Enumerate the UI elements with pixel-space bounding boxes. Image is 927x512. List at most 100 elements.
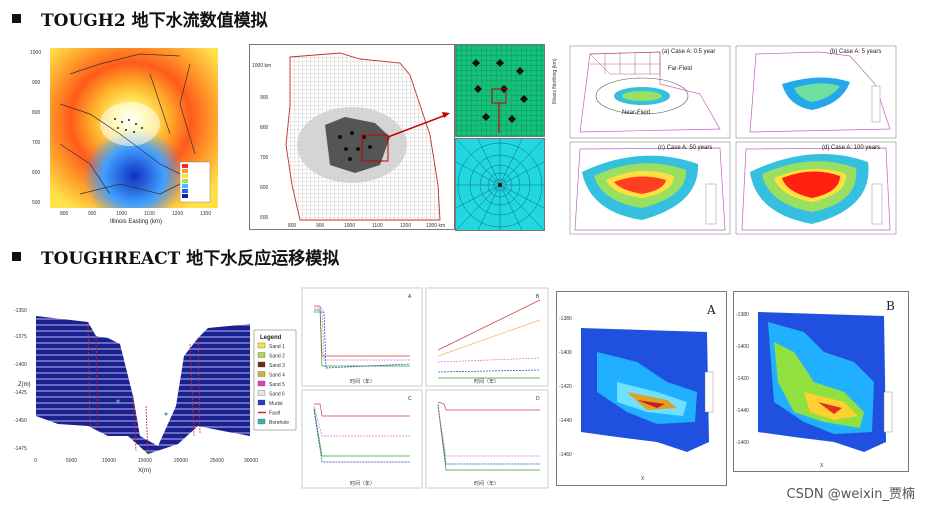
grid-ytick: 500 xyxy=(260,215,269,221)
legend-swatch xyxy=(257,418,266,425)
legend-swatch xyxy=(257,361,266,368)
map1-xtick: 1100 xyxy=(144,211,155,217)
grid-ytick: 800 xyxy=(260,125,269,131)
bullet-square-icon xyxy=(12,252,21,261)
legend-swatch xyxy=(257,352,266,358)
contour-b-ytick: -1440 xyxy=(736,408,749,414)
section-xtick: 15000 xyxy=(138,458,152,464)
legend-item: Sand 2 xyxy=(269,354,285,360)
map1-xtick: 900 xyxy=(88,211,97,217)
case-a-title: (a) Case A: 0.5 year xyxy=(662,49,715,55)
geologic-cross-section: -1350 -1375 -1400 -1425 -1450 -1475 0 50… xyxy=(8,286,298,482)
near-field-label: Near-Field xyxy=(622,110,650,116)
section-xlabel: X(m) xyxy=(138,468,151,474)
legend-swatch xyxy=(257,390,266,396)
far-field-label: Far-Field xyxy=(668,66,692,72)
section-ytick: -1425 xyxy=(14,390,27,396)
map1-ytick: 500 xyxy=(32,200,41,206)
contour-b-ytick: -1380 xyxy=(736,312,749,318)
grid-mesh-panel: 1000 km 900 800 700 600 500 800 900 1000… xyxy=(249,44,455,230)
grid-xtick: 1300 km xyxy=(426,223,445,229)
section-ytick: -1475 xyxy=(14,446,27,452)
contour-a-label: A xyxy=(706,303,716,317)
contour-a-xlabel: X xyxy=(641,476,645,482)
grid-xtick: 1200 xyxy=(400,223,411,229)
case-ylabel: Illinois Northing (km) xyxy=(552,58,558,104)
grid-xtick: 1100 xyxy=(372,223,383,229)
legend-swatch xyxy=(257,399,266,406)
section-title-toughreact: TOUGHREACT 地下水反应运移模拟 xyxy=(41,249,340,269)
map1-xtick: 1000 xyxy=(116,211,127,217)
case-b-title: (b) Case A: 5 years xyxy=(830,49,881,55)
map1-ytick: 800 xyxy=(32,110,41,116)
legend-item: Borehole xyxy=(269,420,289,426)
plot-label-c: C xyxy=(408,396,412,402)
contour-b-ytick: -1400 xyxy=(736,344,749,350)
breakthrough-curves: A B C D 时间（年） 时间（年） 时间（年） 时间（年） xyxy=(300,286,550,490)
section-header-tough2: TOUGH2 地下水流数值模拟 xyxy=(12,6,268,31)
grid-xtick: 800 xyxy=(288,223,297,229)
section-ytick: -1450 xyxy=(14,418,27,424)
section-xtick: 0 xyxy=(34,458,37,464)
section-ytick: -1400 xyxy=(14,362,27,368)
map1-xtick: 800 xyxy=(60,211,69,217)
case-c-title: (c) Case A: 50 years xyxy=(658,145,712,151)
bullet-square-icon xyxy=(12,14,21,23)
grid-ytick: 600 xyxy=(260,185,269,191)
legend-item: Mudst xyxy=(269,401,283,407)
section-ytick: -1375 xyxy=(14,334,27,340)
section-xtick: 10000 xyxy=(102,458,116,464)
map1-ytick: 900 xyxy=(32,80,41,86)
plot-xlabel: 时间（年） xyxy=(474,378,499,385)
contour-a-ytick: -1380 xyxy=(559,316,572,322)
legend-item: Fault xyxy=(269,411,281,417)
map1-ytick: 600 xyxy=(32,170,41,176)
map1-xtick: 1200 xyxy=(172,211,183,217)
case-d-title: (d) Case A: 100 years xyxy=(822,145,880,151)
contour-b-xlabel: X xyxy=(820,463,824,469)
plot-label-d: D xyxy=(536,396,540,402)
zoom-grid-wells xyxy=(455,44,545,137)
contour-b-ytick: -1420 xyxy=(736,376,749,382)
map1-xlabel: Illinois Easting (km) xyxy=(110,219,162,225)
contour-a-ytick: -1400 xyxy=(559,350,572,356)
legend-swatch xyxy=(257,371,266,377)
section-xtick: 20000 xyxy=(174,458,188,464)
grid-ytick: 1000 km xyxy=(252,63,271,69)
contour-a-ytick: -1420 xyxy=(559,384,572,390)
section-xtick: 5000 xyxy=(66,458,77,464)
illinois-contour-map: 1000 900 800 700 600 500 800 900 1000 11… xyxy=(30,44,220,226)
legend-swatch xyxy=(257,342,266,349)
legend-swatch xyxy=(257,380,266,387)
plot-xlabel: 时间（年） xyxy=(350,480,375,487)
contour-a-ytick: -1460 xyxy=(559,452,572,458)
section-title-tough2: TOUGH2 地下水流数值模拟 xyxy=(41,11,268,31)
legend-item: Sand 1 xyxy=(269,344,285,350)
section-ytick: -1350 xyxy=(14,308,27,314)
legend-item: Sand 3 xyxy=(269,363,285,369)
contour-a-ytick: -1440 xyxy=(559,418,572,424)
section-xtick: 25000 xyxy=(210,458,224,464)
watermark: CSDN @weixin_贾楠 xyxy=(786,487,915,502)
section-header-toughreact: TOUGHREACT 地下水反应运移模拟 xyxy=(12,244,339,269)
map1-ytick: 1000 xyxy=(30,50,41,56)
plot-xlabel: 时间（年） xyxy=(350,378,375,385)
contour-panel-b: B -1380 -1400 -1420 -1440 -1460 X xyxy=(733,291,909,472)
legend-title: Legend xyxy=(260,335,282,341)
plot-xlabel: 时间（年） xyxy=(474,480,499,487)
grid-xtick: 1000 xyxy=(344,223,355,229)
grid-ytick: 900 xyxy=(260,95,269,101)
section-ylabel: Z(m) xyxy=(18,382,31,388)
contour-b-ytick: -1460 xyxy=(736,440,749,446)
case-maps: Far-Field Near-Field (a) Case A: 0.5 yea… xyxy=(550,44,915,236)
map1-xtick: 1300 xyxy=(200,211,211,217)
legend-item: Sand 4 xyxy=(269,373,285,379)
zoom-grid-radial xyxy=(455,138,545,231)
grid-ytick: 700 xyxy=(260,155,269,161)
plot-label-a: A xyxy=(408,294,412,300)
contour-b-label: B xyxy=(886,299,895,313)
map1-ytick: 700 xyxy=(32,140,41,146)
section-xtick: 30000 xyxy=(244,458,258,464)
legend-item: Sand 5 xyxy=(269,382,285,388)
grid-xtick: 900 xyxy=(316,223,325,229)
